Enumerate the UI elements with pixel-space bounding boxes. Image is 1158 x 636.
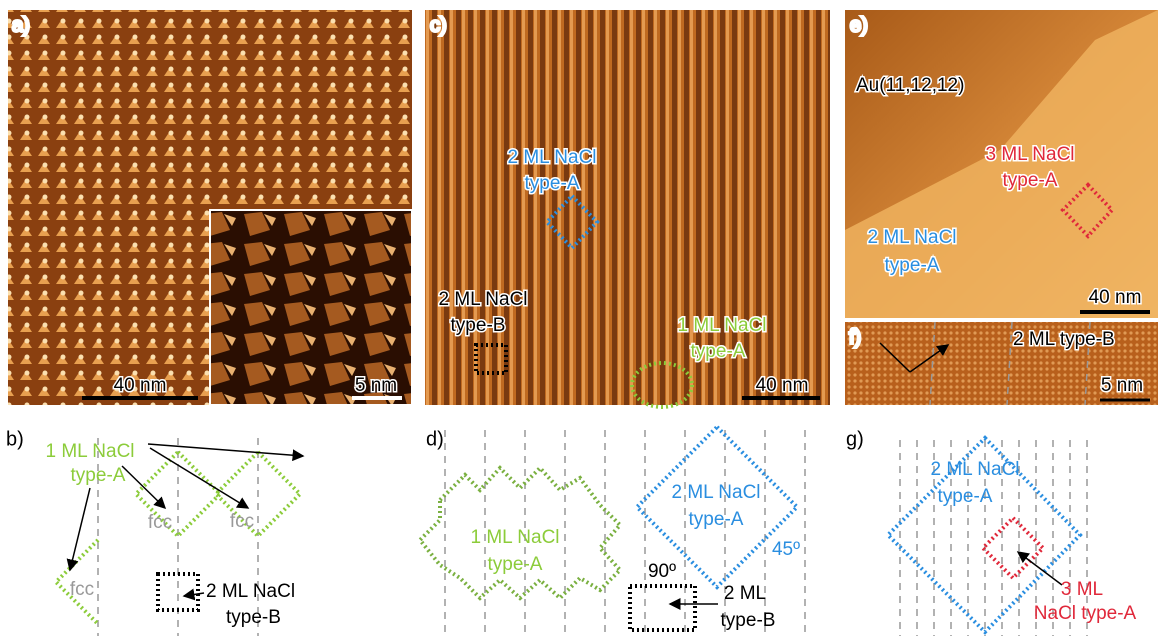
panel-a: a) 40 nm 5 nm: [8, 10, 412, 405]
outline: [983, 518, 1043, 578]
annotation: type-B: [721, 610, 776, 631]
scale-bar-label: 5 nm: [1101, 375, 1143, 396]
annotation: 3 ML: [1061, 579, 1103, 600]
annotation: type-A: [525, 173, 580, 194]
panel-e: e) Au(11,12,12) 3 ML NaCl type-A 2 ML Na…: [845, 10, 1158, 318]
annotation: 3 ML NaCl: [985, 144, 1074, 165]
scale-bar-label: 40 nm: [114, 375, 167, 396]
panel-label: e): [850, 14, 868, 36]
arrow: [184, 593, 204, 596]
substrate-label: Au(11,12,12): [856, 75, 964, 96]
annotation: 1 ML NaCl: [677, 315, 766, 336]
figure: a) 40 nm 5 nm c) 2 ML NaCl type-A 2 ML N…: [0, 0, 1158, 636]
panel-label: a): [12, 14, 30, 36]
panel-c: c) 2 ML NaCl type-A 2 ML NaCl type-B 1 M…: [425, 10, 830, 407]
panel-f: f) 2 ML type-B 5 nm: [845, 322, 1158, 405]
arrow: [1018, 552, 1062, 585]
panel-label: b): [6, 428, 24, 450]
annotation: type-A: [1003, 170, 1058, 191]
annotation: 1 ML NaCl: [470, 527, 559, 548]
annotation: type-A: [71, 465, 126, 486]
annotation: 2 ML NaCl: [671, 482, 760, 503]
scale-bar-label: 40 nm: [1089, 287, 1142, 308]
annotation: type-A: [938, 486, 993, 507]
annotation: 2 ML NaCl: [507, 147, 596, 168]
annotation: 1 ML NaCl: [45, 441, 134, 462]
site-label: fcc: [70, 579, 94, 600]
annotation: type-A: [691, 341, 746, 362]
panel-b: b) 1 ML NaCl type-A fcc fcc fcc 2 ML NaC…: [6, 428, 303, 636]
angle-label: 45º: [772, 539, 800, 560]
site-label: fcc: [148, 512, 172, 533]
angle-label: 90º: [648, 561, 676, 582]
scale-bar-label: 40 nm: [756, 375, 809, 396]
annotation: 2 ML type-B: [1013, 329, 1115, 350]
annotation: type-A: [885, 255, 940, 276]
arrow: [148, 444, 303, 456]
annotation: NaCl type-A: [1034, 603, 1137, 624]
panel-g: g) 2 ML NaCl type-A 3 ML NaCl type-A: [846, 428, 1137, 636]
annotation: type-B: [226, 607, 281, 628]
scale-bar-label: 5 nm: [355, 375, 397, 396]
site-label: fcc: [230, 511, 254, 532]
arrow: [122, 466, 165, 508]
annotation: 2 ML NaCl: [930, 459, 1019, 480]
annotation: type-A: [488, 554, 543, 575]
outline: [158, 574, 198, 610]
stm-image: [425, 10, 830, 405]
panel-label: c): [430, 14, 447, 36]
panel-d: d) 1 ML NaCl type-A 2 ML NaCl type-A 45º…: [420, 427, 805, 636]
annotation: 2 ML NaCl: [438, 289, 527, 310]
annotation: 2 ML: [724, 583, 766, 604]
panel-label: g): [846, 428, 864, 450]
annotation: type-B: [451, 315, 506, 336]
annotation: type-A: [689, 509, 744, 530]
annotation: 2 ML NaCl: [206, 581, 295, 602]
annotation: 2 ML NaCl: [867, 227, 956, 248]
panel-label: f): [849, 326, 861, 348]
panel-label: d): [426, 428, 444, 450]
